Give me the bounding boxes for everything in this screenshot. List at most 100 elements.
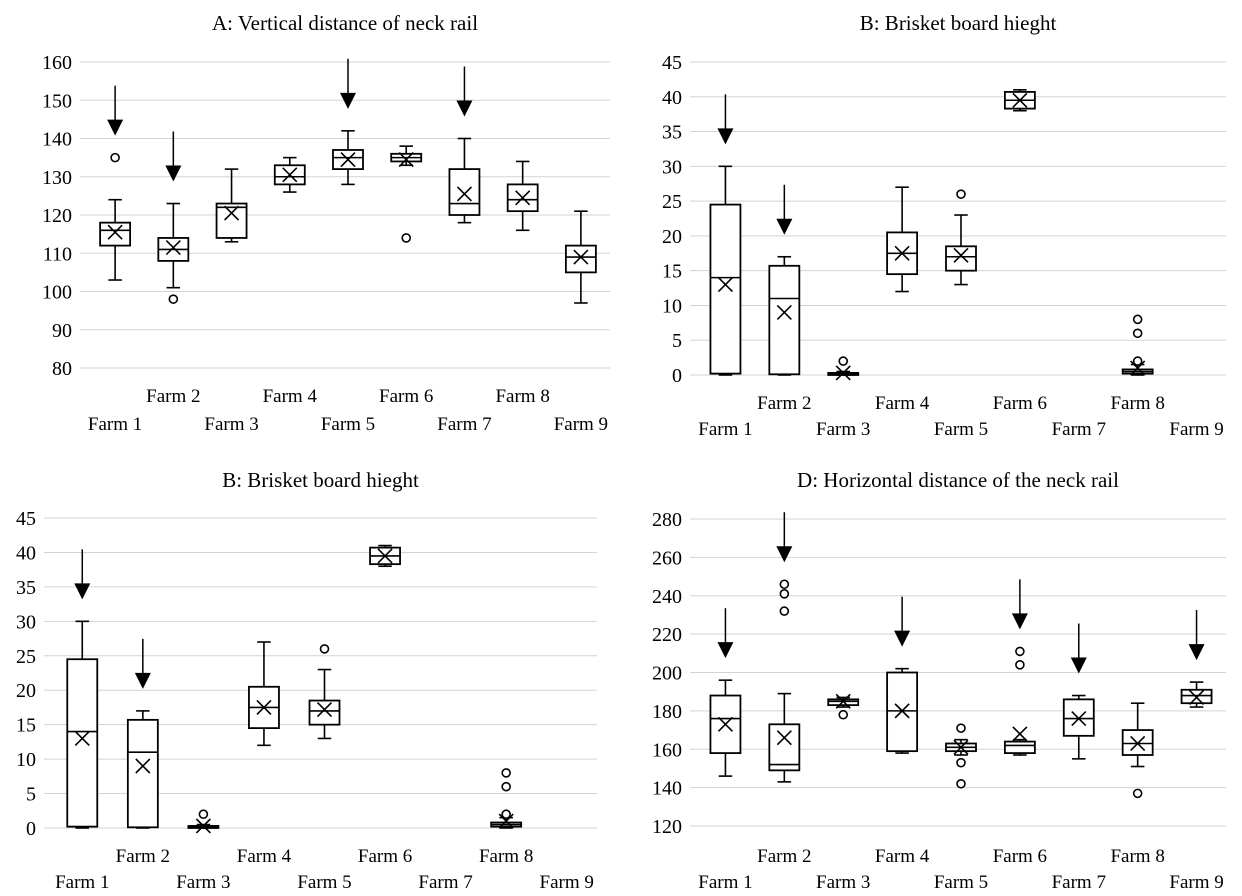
outlier-point xyxy=(779,579,790,590)
x-category-label: Farm 9 xyxy=(1169,872,1223,893)
arrow-head xyxy=(74,583,91,600)
mean-marker xyxy=(135,758,151,774)
y-tick-label: 0 xyxy=(672,365,682,387)
mean-marker xyxy=(717,277,734,293)
box xyxy=(448,168,481,216)
x-category-label: Farm 6 xyxy=(358,846,412,867)
mean-marker xyxy=(717,716,734,732)
box xyxy=(1003,740,1036,754)
mean-marker xyxy=(776,304,792,320)
arrow-head xyxy=(1011,613,1028,630)
x-category-label: Farm 1 xyxy=(88,414,142,435)
outlier-point xyxy=(779,589,790,599)
box xyxy=(308,699,341,726)
y-tick-label: 20 xyxy=(662,226,682,248)
mean-marker xyxy=(316,701,333,718)
y-tick-label: 110 xyxy=(43,243,72,265)
outlier-point xyxy=(838,356,849,366)
y-tick-label: 220 xyxy=(652,624,682,646)
outlier-point xyxy=(1132,314,1143,325)
y-tick-label: 100 xyxy=(42,282,72,304)
x-category-label: Farm 3 xyxy=(816,872,870,893)
y-tick-label: 25 xyxy=(662,191,682,213)
x-category-label: Farm 7 xyxy=(418,872,472,893)
mean-marker xyxy=(776,730,792,746)
outlier-point xyxy=(501,768,511,778)
outlier-point xyxy=(956,778,966,789)
x-category-label: Farm 4 xyxy=(237,846,292,867)
arrow-head xyxy=(165,165,182,182)
box xyxy=(709,203,742,375)
box xyxy=(768,723,801,772)
outlier-point xyxy=(168,294,179,304)
x-category-label: Farm 8 xyxy=(1110,846,1164,867)
x-category-label: Farm 1 xyxy=(55,872,109,893)
outlier-point xyxy=(110,152,120,163)
mean-marker xyxy=(456,186,473,202)
y-tick-label: 5 xyxy=(672,330,682,352)
y-tick-label: 20 xyxy=(16,680,36,702)
mean-marker xyxy=(74,730,90,747)
x-category-label: Farm 9 xyxy=(554,414,608,435)
chart-title: D: Horizontal distance of the neck rail xyxy=(797,468,1119,492)
y-tick-label: 150 xyxy=(42,90,72,112)
mean-marker xyxy=(223,205,240,221)
x-category-label: Farm 1 xyxy=(698,419,752,440)
y-tick-label: 160 xyxy=(652,739,682,761)
x-category-label: Farm 5 xyxy=(321,414,375,435)
outlier-point xyxy=(501,809,511,820)
y-tick-label: 140 xyxy=(652,778,682,800)
outlier-point xyxy=(1132,788,1143,799)
mean-marker xyxy=(340,151,356,168)
y-tick-label: 10 xyxy=(16,749,36,771)
y-tick-label: 260 xyxy=(652,547,682,569)
outlier-point xyxy=(838,709,849,720)
x-category-label: Farm 4 xyxy=(263,386,318,407)
box xyxy=(945,245,977,272)
mean-marker xyxy=(894,703,910,719)
x-category-label: Farm 7 xyxy=(437,414,491,435)
mean-marker xyxy=(377,548,393,564)
y-tick-label: 15 xyxy=(16,715,36,737)
x-category-label: Farm 2 xyxy=(116,846,170,867)
y-tick-label: 45 xyxy=(16,508,36,530)
arrow-head xyxy=(456,100,473,117)
y-tick-label: 45 xyxy=(662,52,682,74)
outlier-point xyxy=(198,809,209,820)
x-category-label: Farm 6 xyxy=(993,393,1047,414)
mean-marker xyxy=(1130,735,1146,752)
panel-b-brisket-board-bottom: B: Brisket board hieght 0 5 10 15 20 25 30 35 40 4… xyxy=(16,468,597,893)
x-category-label: Farm 2 xyxy=(146,386,200,407)
mean-marker xyxy=(835,365,851,381)
arrow-head xyxy=(134,672,151,689)
mean-marker xyxy=(835,693,851,709)
mean-marker xyxy=(1012,726,1028,742)
arrow-head xyxy=(107,119,124,136)
box xyxy=(126,718,159,829)
arrow-head xyxy=(717,128,734,145)
mean-marker xyxy=(282,167,298,183)
x-category-label: Farm 8 xyxy=(1110,393,1164,414)
arrow-head xyxy=(776,546,793,563)
y-tick-label: 10 xyxy=(662,295,682,317)
box xyxy=(99,221,132,247)
mean-marker xyxy=(165,239,181,256)
x-category-label: Farm 4 xyxy=(875,393,930,414)
mean-marker xyxy=(894,245,910,261)
x-category-label: Farm 3 xyxy=(204,414,258,435)
x-category-label: Farm 9 xyxy=(1169,419,1223,440)
x-category-label: Farm 2 xyxy=(757,846,811,867)
mean-marker xyxy=(195,818,211,834)
x-category-label: Farm 5 xyxy=(297,872,351,893)
outlier-point xyxy=(779,606,790,616)
x-category-label: Farm 5 xyxy=(934,419,988,440)
arrow-head xyxy=(1070,657,1087,674)
mean-marker xyxy=(1071,710,1087,727)
x-category-label: Farm 3 xyxy=(176,872,230,893)
outlier-point xyxy=(1132,356,1143,366)
y-tick-label: 140 xyxy=(42,129,72,151)
x-category-label: Farm 8 xyxy=(495,386,549,407)
x-category-label: Farm 8 xyxy=(479,846,533,867)
outlier-point xyxy=(956,189,966,199)
y-tick-label: 200 xyxy=(652,663,682,685)
